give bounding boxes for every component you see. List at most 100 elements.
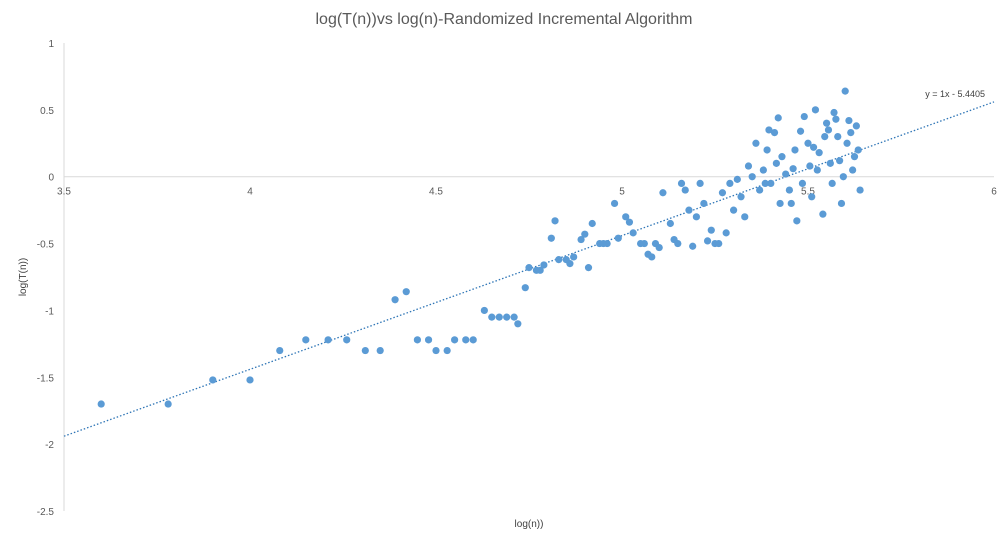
x-axis-title: log(n)) (515, 519, 544, 530)
data-point (828, 179, 836, 187)
data-point (703, 237, 712, 245)
data-point (555, 256, 563, 264)
data-point (809, 143, 818, 151)
data-point (510, 313, 518, 321)
y-tick-label: -2 (45, 440, 54, 451)
data-point (765, 126, 773, 134)
data-point (588, 219, 596, 228)
data-point (488, 313, 496, 321)
data-point (770, 128, 779, 137)
data-point (718, 189, 727, 197)
x-tick-label: 6 (991, 187, 997, 198)
data-point (808, 193, 816, 201)
data-point (480, 306, 488, 315)
data-point (832, 115, 840, 123)
data-point (674, 239, 682, 248)
data-point (677, 179, 686, 187)
data-point (847, 128, 855, 137)
data-point (432, 346, 440, 355)
data-point (793, 217, 801, 225)
data-point (361, 346, 369, 355)
data-point (813, 166, 821, 174)
data-point (402, 288, 410, 296)
data-point (854, 146, 862, 154)
data-point (685, 206, 693, 214)
data-point (581, 230, 589, 238)
y-tick-label: -2.5 (37, 507, 55, 518)
data-point (796, 127, 805, 135)
y-tick-label: 0.5 (40, 106, 54, 117)
data-point (462, 336, 470, 344)
chart-title: log(T(n))vs log(n)-Randomized Incrementa… (315, 11, 692, 28)
data-point (603, 239, 611, 248)
data-point (798, 179, 807, 187)
data-point (469, 336, 477, 344)
data-point (845, 116, 853, 125)
data-point (850, 153, 859, 161)
data-point (689, 242, 697, 250)
data-point (726, 179, 734, 187)
data-point (343, 336, 351, 344)
data-point (730, 206, 738, 214)
data-point (852, 122, 860, 130)
data-point (413, 336, 421, 344)
data-point (772, 159, 780, 167)
y-tick-label: 1 (48, 39, 54, 50)
data-point (815, 149, 823, 157)
data-point (821, 133, 829, 141)
data-point (376, 346, 384, 355)
data-point (811, 106, 820, 114)
data-point (514, 320, 522, 328)
data-point (843, 139, 851, 147)
data-point (692, 213, 701, 221)
data-point (819, 210, 827, 218)
trendline-equation: y = 1x - 5.4405 (925, 89, 985, 99)
data-point (547, 234, 555, 242)
x-tick-label: 5 (619, 187, 625, 198)
data-point (806, 162, 814, 170)
data-point (640, 239, 648, 248)
data-point (614, 234, 622, 242)
data-point (722, 229, 730, 237)
data-point (707, 226, 715, 234)
data-point (659, 189, 667, 197)
data-point (700, 199, 708, 208)
y-tick-label: -0.5 (37, 240, 55, 251)
data-point (767, 179, 775, 187)
data-point (787, 199, 795, 208)
data-point (451, 336, 459, 344)
x-tick-label: 4.5 (429, 187, 443, 198)
data-point (302, 336, 310, 344)
data-point (836, 157, 844, 165)
data-point (800, 112, 808, 121)
x-tick-label: 4 (247, 187, 253, 198)
data-point (839, 173, 847, 181)
data-point (841, 87, 849, 95)
data-point (666, 219, 674, 228)
data-point (629, 229, 637, 237)
data-point (570, 253, 578, 261)
data-point (834, 133, 842, 141)
data-point (763, 146, 771, 154)
data-point (774, 114, 782, 122)
data-point (849, 166, 857, 174)
data-point (97, 400, 105, 408)
data-point (551, 217, 559, 225)
data-point (577, 235, 585, 244)
data-point (625, 218, 634, 226)
data-point (276, 346, 284, 355)
data-point (209, 376, 217, 384)
data-point (756, 186, 764, 194)
data-point (785, 186, 794, 194)
data-point (778, 153, 786, 161)
data-point (324, 336, 332, 344)
x-tick-label: 5.5 (801, 187, 815, 198)
data-point (826, 159, 834, 167)
data-point (610, 199, 619, 208)
y-tick-labels: 1 0.5 0 -0.5 -1 -1.5 -2 -2.5 (37, 39, 55, 518)
y-tick-label: 0 (48, 173, 54, 184)
data-point (776, 199, 784, 208)
scatter-points (97, 87, 864, 408)
data-point (246, 376, 254, 384)
